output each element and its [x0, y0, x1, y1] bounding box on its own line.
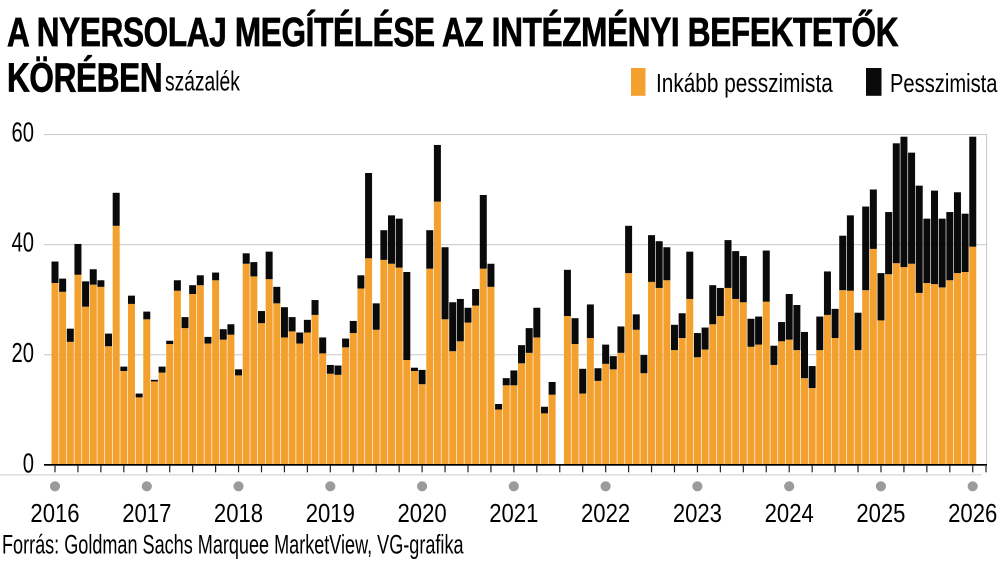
svg-text:40: 40 [12, 228, 34, 259]
svg-text:Inkább pesszimista: Inkább pesszimista [656, 69, 834, 98]
svg-text:KÖRÉBEN: KÖRÉBEN [7, 55, 162, 101]
svg-text:2019: 2019 [306, 499, 355, 528]
svg-text:2025: 2025 [856, 499, 905, 528]
svg-text:2018: 2018 [214, 499, 263, 528]
svg-text:2020: 2020 [398, 499, 447, 528]
svg-text:2017: 2017 [122, 499, 171, 528]
svg-text:20: 20 [12, 338, 34, 369]
svg-text:A NYERSOLAJ MEGÍTÉLÉSE AZ INTÉ: A NYERSOLAJ MEGÍTÉLÉSE AZ INTÉZMÉNYI BEF… [7, 8, 898, 55]
svg-text:2023: 2023 [673, 499, 722, 528]
svg-text:százalék: százalék [165, 66, 241, 97]
svg-text:0: 0 [23, 448, 34, 479]
svg-text:2016: 2016 [30, 499, 79, 528]
svg-text:Pesszimista: Pesszimista [890, 69, 998, 98]
svg-text:60: 60 [12, 118, 34, 149]
svg-text:2021: 2021 [489, 499, 538, 528]
svg-text:2022: 2022 [581, 499, 630, 528]
svg-text:Forrás: Goldman Sachs Marquee: Forrás: Goldman Sachs Marquee MarketView… [2, 529, 464, 559]
svg-text:2026: 2026 [948, 499, 997, 528]
svg-text:2024: 2024 [765, 499, 814, 528]
